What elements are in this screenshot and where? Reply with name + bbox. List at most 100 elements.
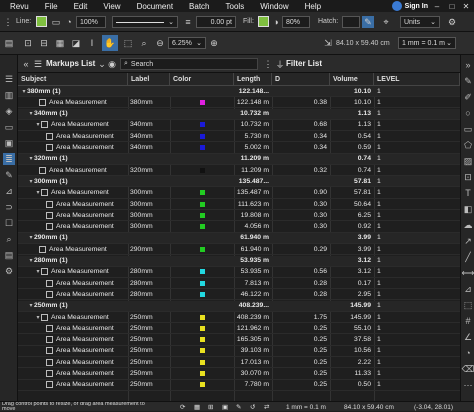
- fill-color-swatch[interactable]: [258, 16, 269, 27]
- table-row[interactable]: Area Measurement 250mm 165.305 m 0.25 37.58 1: [18, 335, 460, 346]
- scale-select[interactable]: 1 mm = 0.1 m ⌄: [398, 37, 456, 49]
- fill-opacity-field[interactable]: 80%: [282, 16, 310, 28]
- markup-icon[interactable]: ✎: [236, 404, 242, 411]
- collapse-icon[interactable]: «: [23, 59, 29, 69]
- count-icon[interactable]: #: [465, 316, 471, 326]
- zoom-in-icon[interactable]: ⊕: [210, 37, 218, 48]
- eraser-icon[interactable]: ⌫: [461, 363, 474, 374]
- table-row[interactable]: Area Measurement 250mm 39.103 m 0.25 10.56 1: [18, 346, 460, 357]
- table-row[interactable]: Area Measurement 380mm 122.148 m 0.38 10.10 1: [18, 97, 460, 109]
- rectangle-icon[interactable]: ▭: [463, 123, 473, 134]
- units-select[interactable]: Units ⌄: [400, 16, 440, 28]
- measure-icon[interactable]: ✎: [362, 16, 374, 28]
- menu-item-view[interactable]: View: [103, 1, 121, 11]
- angle-icon[interactable]: ∠: [463, 331, 473, 342]
- menu-item-revu[interactable]: Revu: [10, 1, 29, 11]
- expand-toggle-icon[interactable]: ▾: [29, 258, 33, 264]
- snap-icon[interactable]: ◪: [71, 37, 81, 48]
- reuse-icon[interactable]: ↺: [250, 404, 256, 411]
- expand-toggle-icon[interactable]: ▾: [29, 111, 33, 118]
- group-row[interactable]: ▾ 340mm (1) 10.732 m 1.13 1: [18, 108, 460, 120]
- settings-icon[interactable]: ⚙: [447, 16, 457, 27]
- studio-icon[interactable]: ⚙: [4, 265, 14, 276]
- circle-icon[interactable]: ○: [465, 108, 471, 118]
- table-row[interactable]: ▾ Area Measurement 250mm 408.239 m 1.75 145.9…: [18, 312, 460, 323]
- measurements-icon[interactable]: ⊿: [5, 185, 13, 196]
- radius-icon[interactable]: ◔: [465, 348, 471, 358]
- polygon-icon[interactable]: ⬠: [464, 139, 472, 150]
- expand-toggle-icon[interactable]: ▾: [29, 303, 33, 310]
- column-header-label[interactable]: Label: [128, 73, 170, 86]
- select-icon[interactable]: ⬚: [123, 37, 133, 48]
- arrow-icon[interactable]: ↗: [464, 235, 472, 246]
- fit-width-icon[interactable]: ⊟: [40, 37, 48, 48]
- pen-icon[interactable]: ✎: [464, 75, 472, 86]
- table-row[interactable]: ▾ Area Measurement 280mm 53.935 m 0.56 3.12 1: [18, 267, 460, 278]
- table-row[interactable]: Area Measurement 340mm 5.002 m 0.34 0.59 1: [18, 143, 460, 154]
- line-style-icon[interactable]: ▭: [51, 16, 61, 27]
- table-row[interactable]: Area Measurement 250mm 121.962 m 0.25 55.10 1: [18, 323, 460, 335]
- markups-list-icon[interactable]: ≣: [3, 153, 15, 165]
- group-row[interactable]: ▾ 250mm (1) 408.239... 145.99 1: [18, 300, 460, 312]
- signatures-icon[interactable]: ☐: [4, 217, 14, 228]
- group-row[interactable]: ▾ 320mm (1) 11.209 m 0.74 1: [18, 153, 460, 165]
- maximize-button[interactable]: □: [449, 1, 455, 11]
- highlight-icon[interactable]: ✐: [464, 91, 472, 102]
- content-icon[interactable]: ▣: [222, 404, 229, 411]
- menu-item-document[interactable]: Document: [136, 1, 174, 11]
- menu-item-file[interactable]: File: [44, 1, 58, 11]
- menu-item-tools[interactable]: Tools: [225, 1, 245, 11]
- zoom-out-icon[interactable]: ⊖: [156, 37, 164, 48]
- status-scale[interactable]: 1 mm = 0.1 m: [286, 404, 326, 411]
- expand-toggle-icon[interactable]: ▾: [36, 190, 40, 197]
- cloud-icon[interactable]: ☁: [463, 219, 473, 230]
- column-header-level[interactable]: LEVEL: [374, 73, 460, 86]
- snap-toggle-icon[interactable]: ⊞: [208, 404, 214, 411]
- stamp-icon[interactable]: ⊡: [464, 171, 472, 182]
- callout-icon[interactable]: ◧: [463, 203, 473, 214]
- close-button[interactable]: ✕: [462, 1, 470, 11]
- properties-icon[interactable]: ✎: [5, 169, 13, 180]
- line-style-select[interactable]: ⌄: [112, 16, 178, 28]
- expand-toggle-icon[interactable]: ▾: [29, 156, 33, 163]
- table-row[interactable]: ▾ Area Measurement 300mm 135.487 m 0.90 57.81…: [18, 188, 460, 199]
- menu-item-window[interactable]: Window: [260, 1, 289, 11]
- image-icon[interactable]: ▨: [463, 155, 473, 166]
- tool-chest-icon[interactable]: ▣: [4, 137, 14, 148]
- visibility-icon[interactable]: ◉: [108, 58, 116, 69]
- fit-page-icon[interactable]: ⊡: [24, 37, 32, 48]
- grid-toggle-icon[interactable]: ▦: [194, 404, 201, 411]
- column-header-subject[interactable]: Subject: [18, 73, 128, 86]
- zoom-icon[interactable]: ⌕: [141, 37, 147, 48]
- sign-in-button[interactable]: Sign In: [391, 0, 428, 12]
- menu-item-edit[interactable]: Edit: [73, 1, 88, 11]
- opacity-field[interactable]: 100%: [76, 16, 106, 28]
- line-color-swatch[interactable]: [36, 16, 47, 27]
- group-row[interactable]: ▾ 300mm (1) 135.487... 57.81 1: [18, 176, 460, 188]
- thumbnails-icon[interactable]: ▥: [4, 89, 14, 100]
- column-header-length[interactable]: Length: [234, 73, 272, 86]
- expand-toggle-icon[interactable]: ▾: [29, 178, 33, 185]
- scale-icon[interactable]: ⌖: [383, 16, 389, 27]
- table-row[interactable]: Area Measurement 280mm 46.122 m 0.28 2.95 1: [18, 289, 460, 301]
- chevron-down-icon[interactable]: ⌄: [98, 58, 106, 69]
- table-row[interactable]: Area Measurement 340mm 5.730 m 0.34 0.54 1: [18, 131, 460, 143]
- menu-item-batch[interactable]: Batch: [189, 1, 210, 11]
- table-row[interactable]: ▾ Area Measurement 340mm 10.732 m 0.68 1.13 1: [18, 120, 460, 131]
- column-header-d[interactable]: D: [272, 73, 330, 86]
- pan-tool-icon[interactable]: ✋: [102, 35, 118, 51]
- layers-icon[interactable]: ◈: [5, 105, 13, 116]
- minimize-button[interactable]: –: [434, 1, 440, 11]
- expand-toggle-icon[interactable]: ▾: [22, 88, 26, 95]
- grid-icon[interactable]: ▦: [55, 37, 65, 48]
- expand-toggle-icon[interactable]: ▾: [36, 314, 40, 321]
- sets-icon[interactable]: ▤: [4, 249, 14, 260]
- line-icon[interactable]: ╱: [465, 251, 471, 262]
- expand-toggle-icon[interactable]: ▾: [36, 122, 40, 129]
- expand-toggle-icon[interactable]: ▾: [36, 269, 40, 276]
- filter-icon[interactable]: ⏚: [275, 59, 285, 70]
- expand-toggle-icon[interactable]: ▾: [29, 235, 33, 242]
- more-icon[interactable]: ⋯: [463, 379, 473, 390]
- search-icon[interactable]: ⌕: [6, 233, 12, 244]
- table-row[interactable]: Area Measurement 280mm 7.813 m 0.28 0.17 1: [18, 278, 460, 290]
